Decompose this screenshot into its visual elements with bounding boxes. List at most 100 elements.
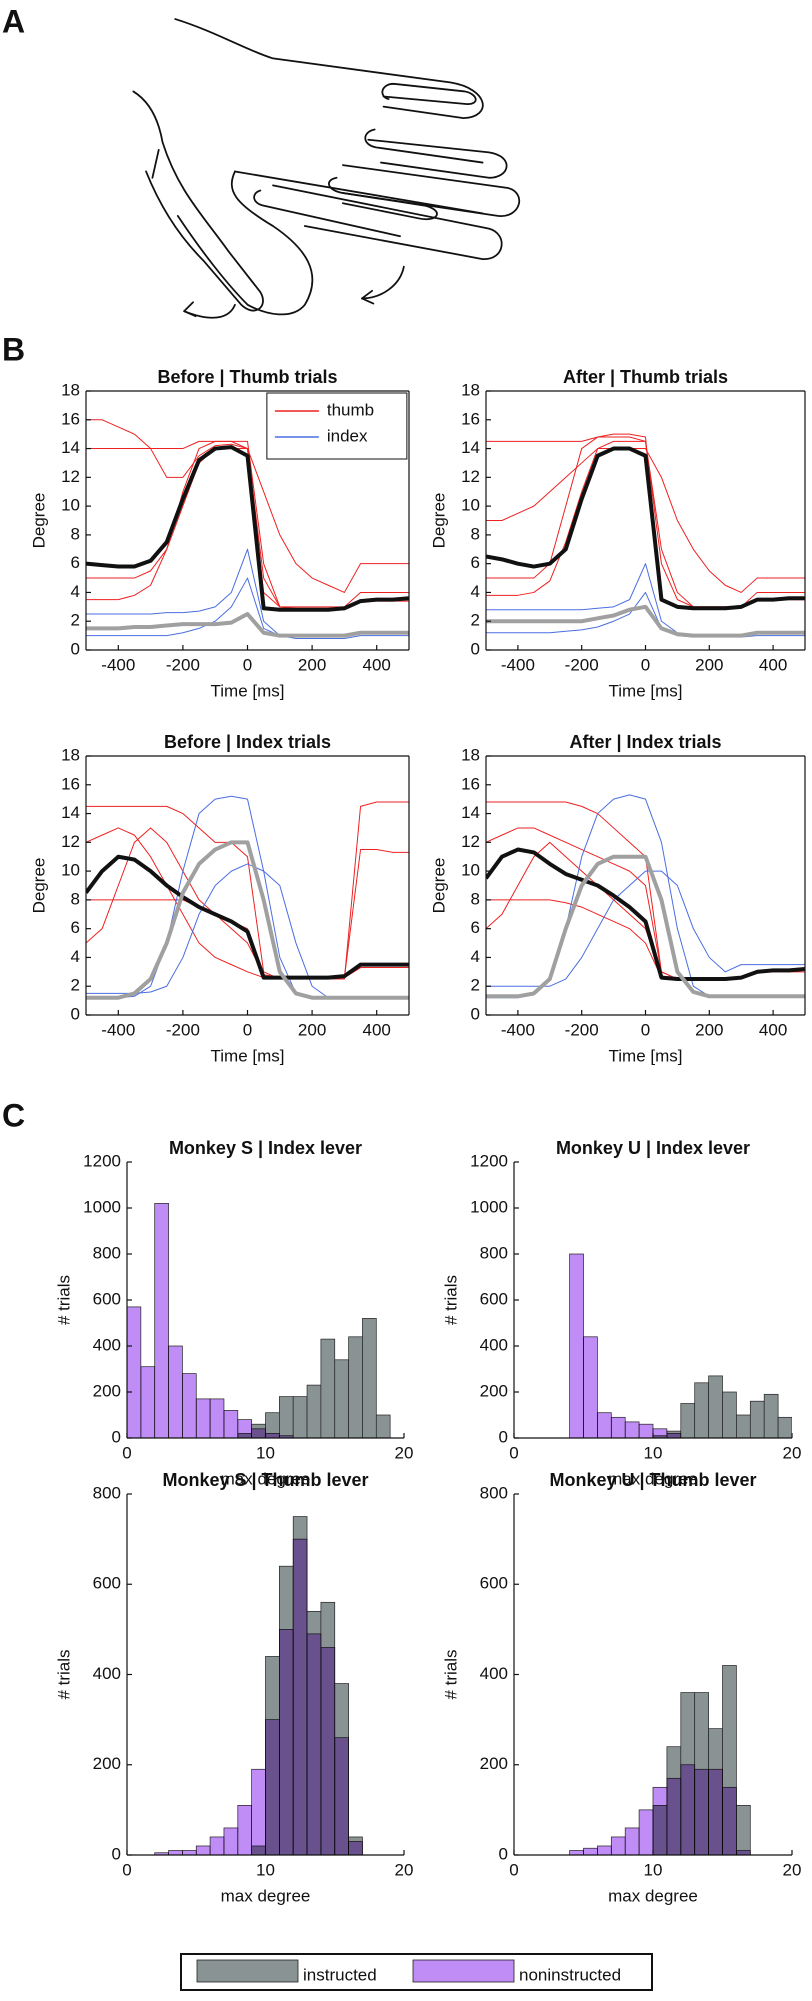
histogram-bar [292, 1396, 308, 1438]
y-tick-label: 1200 [83, 1151, 121, 1170]
y-tick-label: 10 [461, 861, 480, 880]
x-tick-label: 400 [759, 655, 787, 674]
y-tick-label: 400 [93, 1664, 121, 1683]
y-axis-label: Degree [429, 858, 448, 914]
x-axis-label: max degree [608, 1469, 698, 1488]
x-tick-label: 400 [759, 1020, 787, 1039]
y-axis-label: Degree [29, 858, 48, 914]
histogram-bar [722, 1786, 737, 1855]
histogram-bar [168, 1345, 183, 1438]
histogram-bar [348, 1841, 363, 1855]
x-tick-label: 400 [363, 1020, 391, 1039]
x-tick-label: 10 [256, 1860, 275, 1879]
plot-area [569, 1253, 792, 1438]
histogram-bar [292, 1538, 308, 1855]
y-tick-label: 0 [471, 1004, 480, 1023]
y-tick-label: 12 [61, 467, 80, 486]
y-tick-label: 6 [71, 553, 80, 572]
y-axis-label: # trials [54, 1649, 73, 1699]
y-tick-label: 600 [93, 1574, 121, 1593]
x-tick-label: 10 [644, 1860, 663, 1879]
y-tick-label: 16 [461, 409, 480, 428]
x-tick-label: 0 [641, 1020, 650, 1039]
y-tick-label: 6 [471, 553, 480, 572]
histogram-bar [265, 1433, 280, 1438]
histogram-bar [597, 1845, 612, 1855]
y-tick-label: 14 [61, 803, 80, 822]
chart-title: Before | Thumb trials [157, 367, 337, 387]
histogram-bar [666, 1777, 682, 1855]
histogram-bar [680, 1764, 696, 1855]
histogram-bar [237, 1805, 253, 1855]
y-tick-label: 16 [461, 774, 480, 793]
y-tick-label: 14 [61, 438, 80, 457]
histogram-bar [610, 1416, 626, 1438]
y-tick-label: 400 [93, 1335, 121, 1354]
plot-area [127, 1203, 391, 1438]
histogram-bar [597, 1412, 612, 1438]
y-tick-label: 1000 [470, 1197, 508, 1216]
trace-line [86, 801, 409, 980]
y-tick-label: 0 [112, 1427, 121, 1446]
x-tick-label: 200 [298, 655, 326, 674]
x-tick-label: -200 [565, 1020, 599, 1039]
panel-label: B [2, 331, 25, 367]
trace-line [486, 448, 805, 593]
y-tick-label: 6 [471, 918, 480, 937]
x-axis-label: Time [ms] [211, 681, 285, 700]
histogram-bar [154, 1203, 169, 1438]
histogram-bar [223, 1827, 239, 1855]
legend-swatch [412, 1959, 515, 1983]
chart-title: Before | Index trials [164, 732, 331, 752]
y-tick-label: 12 [461, 467, 480, 486]
y-tick-label: 10 [61, 861, 80, 880]
trace-line [86, 854, 409, 980]
trace-line [486, 604, 805, 638]
panel-label: C [2, 1097, 25, 1133]
x-axis-label: Time [ms] [609, 1046, 683, 1065]
y-tick-label: 1000 [83, 1197, 121, 1216]
x-tick-label: 20 [395, 1860, 414, 1879]
histogram-bar [569, 1850, 584, 1855]
x-tick-label: 20 [783, 1443, 802, 1462]
y-axis-label: # trials [54, 1275, 73, 1325]
y-tick-label: 0 [471, 639, 480, 658]
histogram-bar [652, 1786, 668, 1855]
x-tick-label: 0 [509, 1443, 518, 1462]
y-axis-label: # trials [441, 1649, 460, 1699]
histogram-bar [777, 1416, 792, 1438]
histogram-bar [763, 1393, 779, 1438]
y-tick-label: 4 [71, 947, 80, 966]
histogram-bar [736, 1805, 751, 1855]
plot-area [569, 1665, 751, 1855]
y-tick-label: 800 [93, 1483, 121, 1502]
x-tick-label: 20 [395, 1443, 414, 1462]
y-tick-label: 200 [93, 1754, 121, 1773]
histogram-bar [362, 1318, 377, 1438]
histogram-bar [652, 1428, 668, 1438]
histogram-bar [348, 1336, 363, 1438]
histogram-bar [182, 1373, 197, 1438]
hand-drawing [132, 18, 521, 319]
chart-title: Monkey S | Thumb lever [162, 1470, 368, 1490]
trace-line [86, 849, 409, 979]
y-axis-label: Degree [429, 493, 448, 549]
y-tick-label: 0 [499, 1844, 508, 1863]
histogram-bar [736, 1850, 751, 1855]
y-tick-label: 0 [71, 639, 80, 658]
histogram-bar [320, 1338, 336, 1438]
x-tick-label: 0 [243, 655, 252, 674]
y-tick-label: 2 [71, 611, 80, 630]
histogram-bar [680, 1403, 696, 1438]
trace-line [486, 801, 805, 980]
y-tick-label: 6 [71, 918, 80, 937]
histogram-bar [334, 1359, 349, 1438]
y-tick-label: 4 [71, 582, 80, 601]
y-tick-label: 8 [471, 524, 480, 543]
y-tick-label: 1200 [470, 1151, 508, 1170]
x-tick-label: 0 [122, 1443, 131, 1462]
histogram-bar [251, 1428, 266, 1438]
chart-title: Monkey U | Thumb lever [549, 1470, 756, 1490]
x-tick-label: -200 [166, 1020, 200, 1039]
histogram-bar [708, 1375, 723, 1438]
